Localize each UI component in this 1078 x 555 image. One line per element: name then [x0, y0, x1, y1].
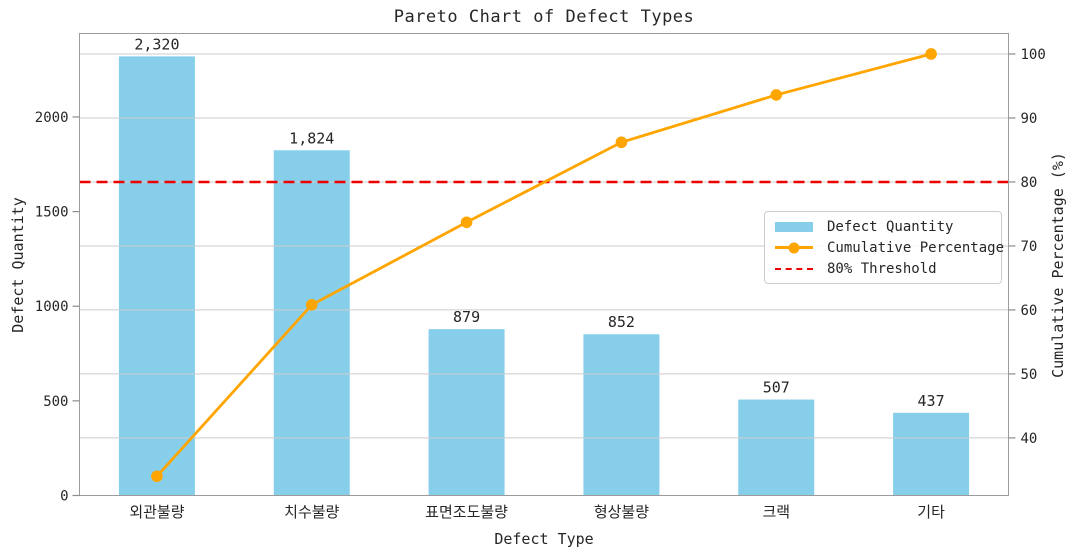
- left-tick-label-2000: 2000: [35, 110, 69, 126]
- bar-value-label-6: 437: [918, 392, 945, 410]
- bar-1: [118, 56, 195, 496]
- cumulative-point-3: [460, 216, 473, 229]
- bar-value-label-5: 507: [763, 379, 790, 397]
- right-tick-label-100: 100: [1021, 47, 1046, 63]
- chart-title: Pareto Chart of Defect Types: [393, 7, 695, 27]
- legend-item-80-threshold: 80% Threshold: [775, 261, 995, 277]
- left-tick-label-500: 500: [43, 394, 68, 410]
- cumulative-point-2: [305, 299, 318, 311]
- bar-6: [893, 412, 970, 496]
- bar-2: [273, 150, 350, 496]
- bar-value-label-3: 879: [453, 308, 480, 326]
- cumulative-line: [155, 52, 932, 478]
- legend-bar-swatch: [775, 221, 813, 232]
- bar-value-label-1: 2,320: [134, 35, 179, 53]
- legend-item-defect-quantity: Defect Quantity: [775, 219, 995, 235]
- x-tick-label-5: 크랙: [762, 503, 790, 521]
- legend-item-cumulative-percentage: Cumulative Percentage: [775, 240, 1004, 256]
- right-tick-label-70: 70: [1021, 239, 1038, 255]
- right-tick-label-80: 80: [1021, 175, 1038, 191]
- legend-label-cumulative-percentage: Cumulative Percentage: [827, 239, 1005, 256]
- x-tick-label-4: 형상불량: [594, 503, 649, 521]
- right-tick-label-50: 50: [1021, 367, 1038, 383]
- bar-4: [583, 334, 660, 496]
- cumulative-point-1: [151, 470, 163, 483]
- bar-value-label-4: 852: [608, 313, 635, 331]
- x-tick-label-1: 외관불량: [129, 503, 184, 521]
- left-tick-label-1000: 1000: [35, 299, 69, 315]
- x-axis-title: Defect Type: [494, 530, 594, 548]
- cumulative-point-6: [925, 48, 937, 60]
- right-tick-label-90: 90: [1021, 111, 1038, 127]
- plot-border: [79, 33, 1009, 496]
- bar-value-label-2: 1,824: [289, 129, 334, 147]
- x-tick-label-6: 기타: [917, 503, 945, 521]
- legend-marker-dot: [788, 242, 800, 253]
- legend-dashed-swatch: [775, 267, 813, 270]
- right-tick-label-60: 60: [1021, 303, 1038, 319]
- cumulative-point-4: [615, 136, 628, 149]
- x-tick-label-2: 치수불량: [284, 503, 339, 521]
- legend: Defect Quantity Cumulative Percentage 80…: [764, 211, 1004, 284]
- bar-3: [428, 329, 505, 496]
- left-tick-label-1500: 1500: [35, 205, 69, 221]
- legend-line-marker-swatch: [775, 242, 813, 253]
- bar-5: [738, 399, 815, 496]
- legend-label-defect-quantity: Defect Quantity: [827, 218, 954, 235]
- legend-label-80-threshold: 80% Threshold: [827, 260, 937, 277]
- cumulative-point-5: [770, 89, 783, 101]
- right-tick-label-40: 40: [1021, 431, 1038, 447]
- left-tick-label-0: 0: [60, 489, 68, 505]
- x-tick-label-3: 표면조도불량: [425, 503, 508, 521]
